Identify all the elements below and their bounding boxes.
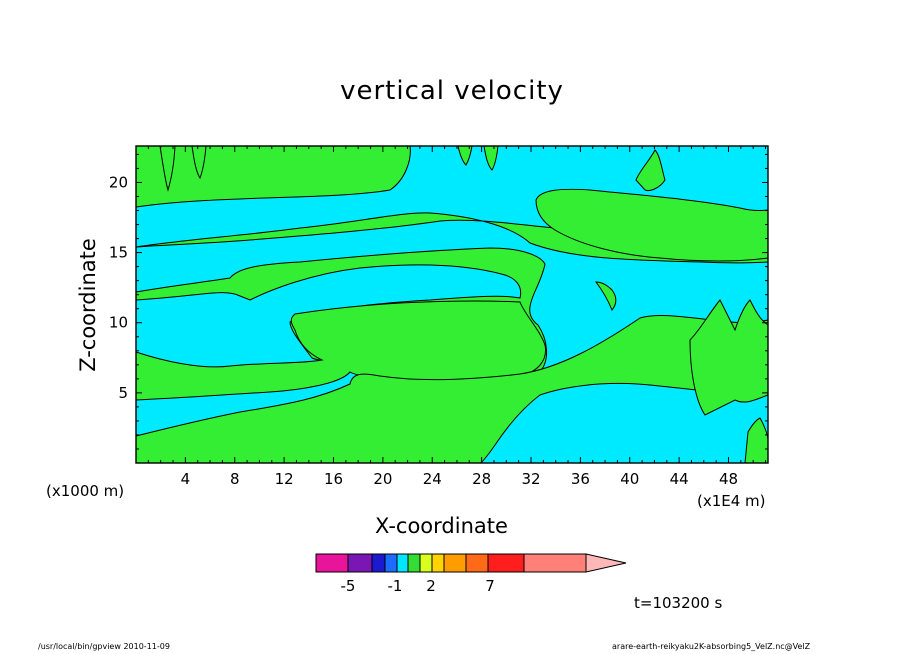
plot-frame (135, 145, 769, 464)
colorbar-segment (443, 553, 467, 573)
x-scale-note-left: (x1000 m) (46, 482, 125, 500)
x-tick-label: 32 (521, 470, 540, 488)
x-tick-label: 8 (230, 470, 240, 488)
positive-region-10 (191, 145, 207, 180)
plot-area (135, 145, 769, 464)
colorbar-segment (371, 553, 386, 573)
positive-region-9 (159, 145, 176, 192)
colorbar-label: 2 (426, 577, 436, 595)
positive-region-14 (594, 281, 617, 311)
y-axis-label: Z-coordinate (76, 238, 100, 372)
colorbar-segment (407, 553, 421, 573)
y-tick-label: 15 (109, 244, 128, 262)
x-tick-label: 40 (620, 470, 639, 488)
y-tick-label: 10 (109, 314, 128, 332)
colorbar-segment (315, 553, 349, 573)
colorbar-segment (465, 553, 489, 573)
footer-left: /usr/local/bin/gpview 2010-11-09 (38, 642, 170, 651)
x-tick-label: 20 (373, 470, 392, 488)
positive-region-11 (457, 145, 473, 166)
x-tick-label: 24 (423, 470, 442, 488)
colorbar-label: -1 (388, 577, 403, 595)
colorbar-segment (431, 553, 445, 573)
colorbar-segment (396, 553, 409, 573)
colorbar-segment (419, 553, 433, 573)
x-tick-label: 36 (571, 470, 590, 488)
x-tick-label: 16 (324, 470, 343, 488)
positive-region-5 (135, 300, 547, 401)
chart-title: vertical velocity (340, 76, 564, 106)
x-tick-label: 28 (472, 470, 491, 488)
x-scale-note-right: (x1E4 m) (697, 492, 766, 510)
x-tick-label: 12 (275, 470, 294, 488)
colorbar: -5 -1 2 7 (315, 553, 627, 595)
x-tick-label: 4 (181, 470, 191, 488)
positive-region-7 (689, 299, 769, 416)
colorbar-segment (347, 553, 373, 573)
positive-region-12 (483, 145, 499, 171)
x-tick-label: 44 (670, 470, 689, 488)
y-tick-label: 5 (118, 384, 128, 402)
colorbar-label: -5 (341, 577, 356, 595)
colorbar-segment (523, 553, 587, 573)
x-tick-label: 48 (719, 470, 738, 488)
colorbar-segment (487, 553, 525, 573)
x-axis-label: X-coordinate (375, 514, 508, 538)
colorbar-arrow (585, 553, 627, 573)
colorbar-label: 7 (485, 577, 495, 595)
footer-right: arare-earth-reikyaku2K-absorbing5_VelZ.n… (612, 642, 811, 651)
y-tick-label: 20 (109, 173, 128, 191)
colorbar-segment (384, 553, 398, 573)
time-label: t=103200 s (634, 594, 723, 612)
positive-region-6 (135, 314, 769, 464)
positive-region-13 (635, 149, 666, 191)
